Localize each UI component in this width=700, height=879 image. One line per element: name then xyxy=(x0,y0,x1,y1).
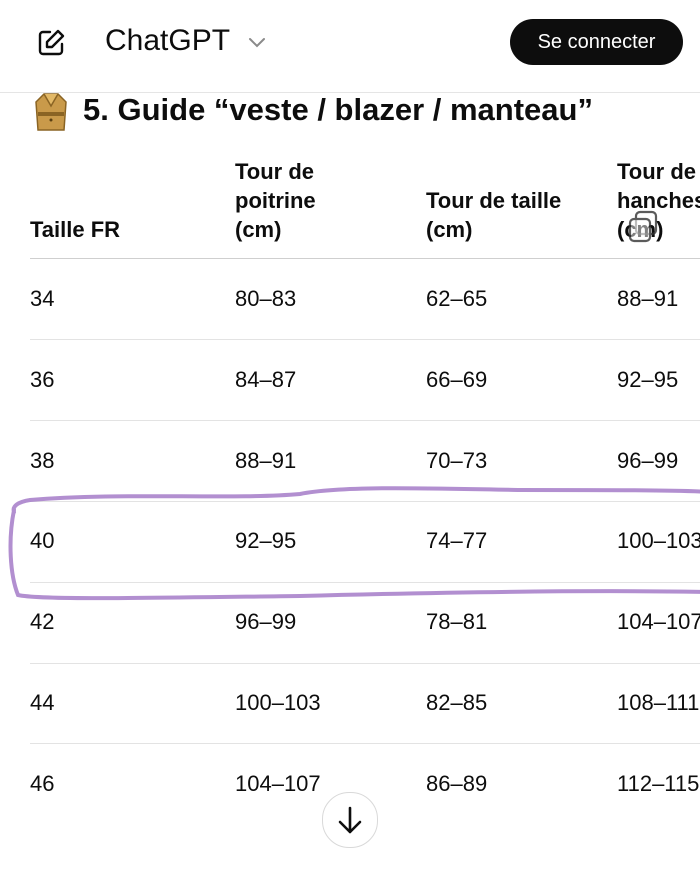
table-cell: 70–73 xyxy=(426,447,488,473)
coat-icon xyxy=(35,93,67,131)
table-cell: 96–99 xyxy=(617,447,679,473)
table-cell: 100–103 xyxy=(617,528,700,554)
table-cell: 42 xyxy=(30,609,55,635)
column-header: Taille FR xyxy=(30,217,121,242)
scroll-down-button[interactable] xyxy=(322,792,378,848)
row-divider xyxy=(30,662,700,664)
row-divider xyxy=(30,743,700,745)
row-divider xyxy=(30,581,700,583)
app-title[interactable]: ChatGPT xyxy=(105,24,231,57)
table-cell: 104–107 xyxy=(617,609,700,635)
column-header: Tour de poitrine (cm) xyxy=(235,159,316,242)
table-cell: 40 xyxy=(30,528,55,554)
hand-drawn-highlight xyxy=(8,486,700,601)
table-cell: 66–69 xyxy=(426,366,488,392)
model-chevron[interactable] xyxy=(247,32,267,52)
column-header: Tour de hanches (cm) xyxy=(617,159,700,242)
table-cell: 46 xyxy=(30,770,55,796)
table-cell: 38 xyxy=(30,447,55,473)
table-cell: 88–91 xyxy=(617,286,679,311)
table-cell: 96–99 xyxy=(235,609,297,635)
section-heading: 5. Guide “veste / blazer / manteau” xyxy=(83,92,593,127)
arrow-down-icon xyxy=(338,806,362,834)
table-cell: 108–111 xyxy=(617,690,700,715)
table-cell: 34 xyxy=(30,286,55,311)
new-chat-icon[interactable] xyxy=(36,28,66,58)
row-divider xyxy=(30,420,700,422)
copy-icon[interactable] xyxy=(628,210,658,243)
table-cell: 100–103 xyxy=(235,690,321,715)
table-cell: 78–81 xyxy=(426,609,488,635)
table-cell: 86–89 xyxy=(426,770,488,796)
table-cell: 44 xyxy=(30,690,55,715)
table-cell: 74–77 xyxy=(426,528,488,554)
table-cell: 92–95 xyxy=(617,366,679,392)
login-button[interactable]: Se connecter xyxy=(510,19,683,65)
column-header: Tour de taille (cm) xyxy=(426,188,562,242)
header-divider xyxy=(30,258,700,259)
row-divider xyxy=(30,339,700,341)
row-divider xyxy=(30,501,700,502)
table-cell: 112–115 xyxy=(617,770,700,796)
table-cell: 104–107 xyxy=(235,770,321,796)
top-bar: ChatGPT Se connecter xyxy=(0,0,700,93)
table-cell: 92–95 xyxy=(235,528,297,554)
table-cell: 88–91 xyxy=(235,447,297,473)
table-cell: 36 xyxy=(30,366,55,392)
table-cell: 82–85 xyxy=(426,690,488,715)
table-cell: 84–87 xyxy=(235,366,297,392)
table-cell: 80–83 xyxy=(235,286,297,311)
table-cell: 62–65 xyxy=(426,286,488,311)
